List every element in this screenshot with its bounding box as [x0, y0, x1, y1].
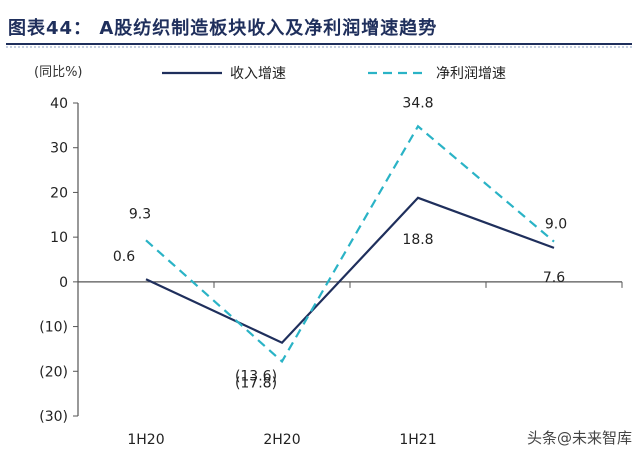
- data-label: 18.8: [402, 232, 433, 248]
- series-line-1: [145, 196, 555, 345]
- data-label: 34.8: [402, 95, 433, 111]
- x-tick-label: 1H20: [127, 432, 164, 448]
- legend: 收入增速 净利润增速: [162, 66, 506, 82]
- unit-label: (同比%): [34, 65, 83, 80]
- y-tick-label: 20: [50, 185, 68, 201]
- y-tick-label: (30): [39, 409, 68, 425]
- data-label: 0.6: [113, 249, 135, 265]
- data-labels: 0.6 (13.6) 18.8 7.6 9.3 (17.8) 34.8 9.0: [113, 95, 567, 391]
- legend-label: 收入增速: [230, 66, 286, 82]
- x-tick-label: 2H20: [263, 432, 300, 448]
- data-label: 9.3: [129, 206, 151, 222]
- data-label: 9.0: [545, 217, 567, 233]
- legend-label: 净利润增速: [436, 66, 506, 82]
- chart-title: 图表44： A股纺织制造板块收入及净利润增速趋势: [8, 18, 438, 39]
- y-tick-label: 40: [50, 96, 68, 112]
- series-line-2: [145, 124, 555, 364]
- series-layer: [145, 124, 555, 364]
- y-tick-label: 30: [50, 141, 68, 157]
- y-tick-label: 10: [50, 230, 68, 246]
- x-tick-label: 1H21: [399, 432, 436, 448]
- y-tick-label: (10): [39, 320, 68, 336]
- axes: 40 30 20 10 0 (10) (20) (30) 1H20 2H20 1H21: [39, 96, 623, 448]
- y-tick-label: 0: [59, 275, 68, 291]
- data-label: (17.8): [235, 375, 277, 391]
- y-tick-label: (20): [39, 364, 68, 380]
- data-label: 7.6: [543, 270, 565, 286]
- watermark: 头条@未来智库: [526, 429, 632, 447]
- data-label: (13.6): [235, 369, 277, 385]
